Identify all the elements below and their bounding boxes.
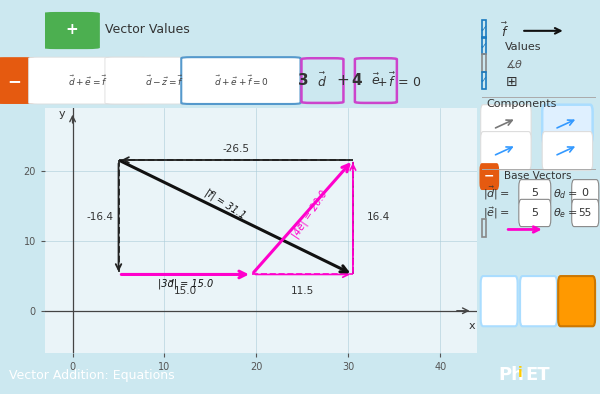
Bar <box>482 37 486 54</box>
Text: 0: 0 <box>582 188 589 198</box>
Text: 16.4: 16.4 <box>367 212 390 222</box>
Text: ✓: ✓ <box>480 75 488 85</box>
Text: Vector Values: Vector Values <box>106 23 190 36</box>
Bar <box>482 219 486 237</box>
Text: $\theta_e=$: $\theta_e=$ <box>553 206 577 220</box>
FancyBboxPatch shape <box>29 57 148 104</box>
Text: y: y <box>59 109 65 119</box>
FancyBboxPatch shape <box>479 163 499 190</box>
Text: Ph: Ph <box>498 366 524 384</box>
Text: $\vec{d}+\vec{e}=\vec{f}$: $\vec{d}+\vec{e}=\vec{f}$ <box>68 74 108 87</box>
FancyBboxPatch shape <box>0 57 35 104</box>
Text: 11.5: 11.5 <box>291 286 314 296</box>
Text: $\vec{d}+\vec{e}+\vec{f}=0$: $\vec{d}+\vec{e}+\vec{f}=0$ <box>214 74 268 87</box>
Text: ET: ET <box>526 366 550 384</box>
Text: +: + <box>336 73 349 88</box>
FancyBboxPatch shape <box>572 199 599 227</box>
FancyBboxPatch shape <box>519 199 551 227</box>
Bar <box>482 20 486 38</box>
Text: $\measuredangle\theta$: $\measuredangle\theta$ <box>505 58 524 71</box>
Text: |4e⃗| = 20.0: |4e⃗| = 20.0 <box>290 189 329 240</box>
Text: $\vec{e}$: $\vec{e}$ <box>371 73 380 88</box>
Text: ✓: ✓ <box>480 24 488 34</box>
Text: 5: 5 <box>532 208 538 218</box>
Text: |f⃗| = 31.1: |f⃗| = 31.1 <box>203 188 247 221</box>
Text: 3: 3 <box>298 73 308 88</box>
FancyBboxPatch shape <box>481 105 531 143</box>
Text: +: + <box>65 22 78 37</box>
Text: -26.5: -26.5 <box>222 144 249 154</box>
Text: |3d⃗| = 15.0: |3d⃗| = 15.0 <box>158 279 213 289</box>
FancyBboxPatch shape <box>481 276 518 326</box>
FancyBboxPatch shape <box>572 180 599 207</box>
Text: −: − <box>7 72 21 89</box>
Text: ⊞: ⊞ <box>505 75 517 89</box>
Text: $\theta_d=$: $\theta_d=$ <box>553 187 578 201</box>
Text: Values: Values <box>505 42 542 52</box>
FancyBboxPatch shape <box>519 180 551 207</box>
Text: Base Vectors: Base Vectors <box>504 171 572 181</box>
Text: ✓: ✓ <box>480 41 488 51</box>
Text: 55: 55 <box>578 208 592 218</box>
Text: x: x <box>469 321 476 331</box>
FancyBboxPatch shape <box>43 12 100 49</box>
Text: 15.0: 15.0 <box>173 286 197 296</box>
Text: Vector Addition: Equations: Vector Addition: Equations <box>9 369 175 382</box>
Text: $|\vec{d}|=$: $|\vec{d}|=$ <box>483 185 510 203</box>
FancyBboxPatch shape <box>520 276 557 326</box>
FancyBboxPatch shape <box>542 132 593 170</box>
Text: 5: 5 <box>532 188 538 198</box>
FancyBboxPatch shape <box>542 105 593 143</box>
Bar <box>482 54 486 72</box>
Text: i: i <box>518 366 523 381</box>
FancyBboxPatch shape <box>105 57 224 104</box>
Text: -16.4: -16.4 <box>86 212 113 222</box>
FancyBboxPatch shape <box>181 57 301 104</box>
Text: −: − <box>484 170 494 183</box>
Text: $\vec{d}-\vec{z}=\vec{f}$: $\vec{d}-\vec{z}=\vec{f}$ <box>145 74 184 87</box>
Text: Components: Components <box>487 99 557 109</box>
FancyBboxPatch shape <box>558 276 595 326</box>
Text: $\vec{d}$: $\vec{d}$ <box>317 71 328 90</box>
Text: $|\vec{e}|=$: $|\vec{e}|=$ <box>483 205 510 221</box>
Text: $+\,\vec{f}\,=\,0$: $+\,\vec{f}\,=\,0$ <box>376 71 421 90</box>
Bar <box>482 72 486 89</box>
FancyBboxPatch shape <box>481 132 531 170</box>
Text: $\vec{f}$: $\vec{f}$ <box>502 21 509 40</box>
Text: 4: 4 <box>352 73 362 88</box>
